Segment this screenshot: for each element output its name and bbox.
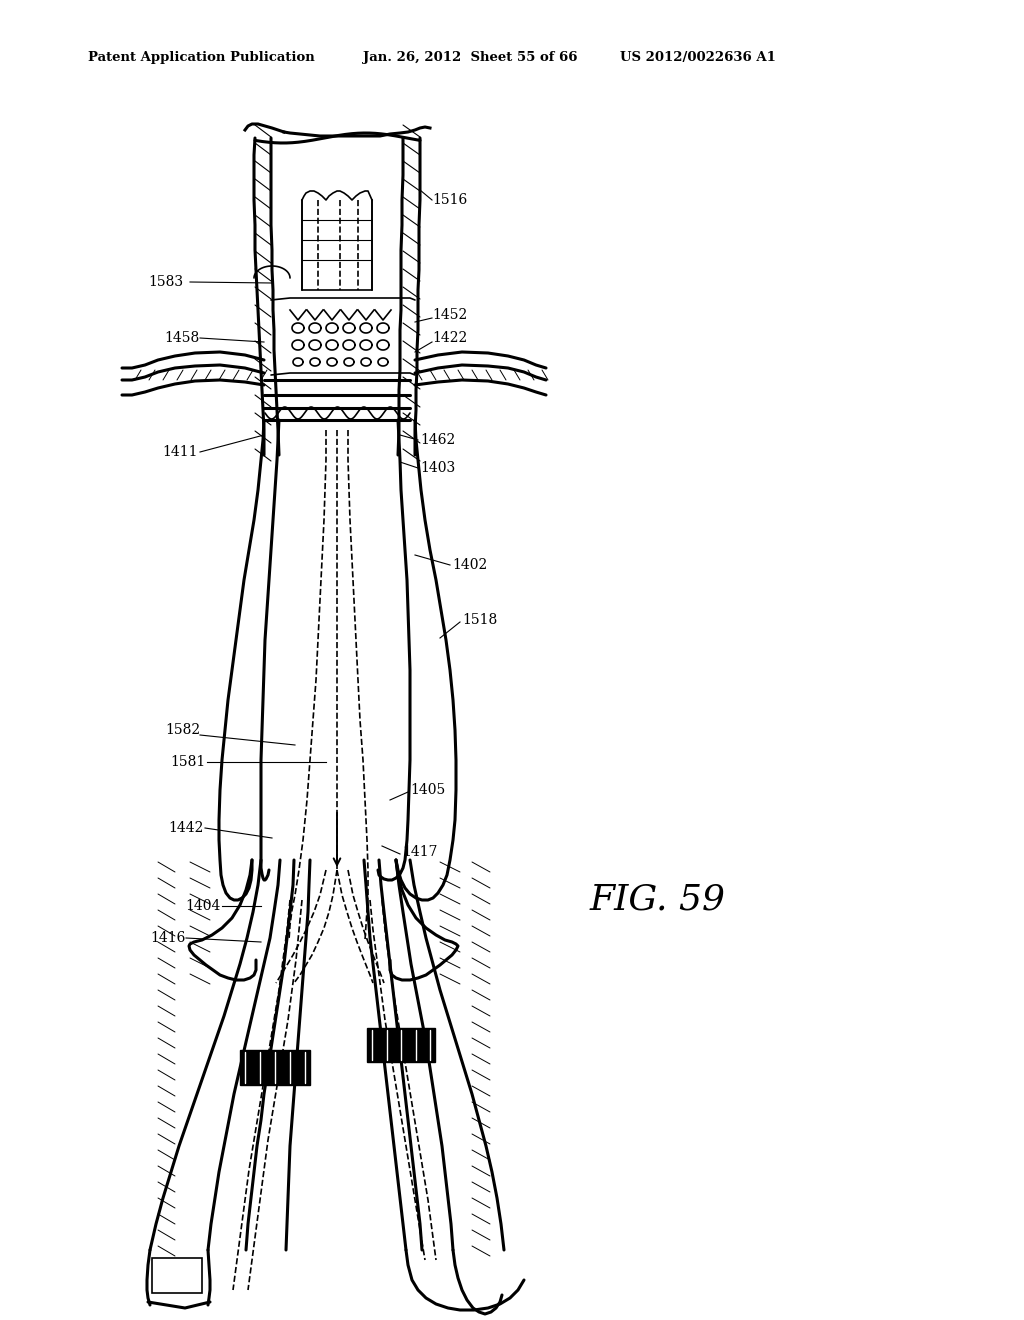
Text: 1583: 1583	[148, 275, 183, 289]
Text: 1518: 1518	[462, 612, 498, 627]
Text: US 2012/0022636 A1: US 2012/0022636 A1	[620, 51, 776, 65]
Text: 1462: 1462	[420, 433, 456, 447]
Text: 1516: 1516	[432, 193, 467, 207]
Text: 1405: 1405	[410, 783, 445, 797]
Bar	[152, 1258, 202, 1294]
Text: 1582: 1582	[165, 723, 200, 737]
Bar	[367, 1028, 435, 1063]
Text: 1458: 1458	[164, 331, 200, 345]
Text: 1452: 1452	[432, 308, 467, 322]
Text: 1404: 1404	[185, 899, 220, 913]
Text: 1403: 1403	[420, 461, 456, 475]
Text: 1581: 1581	[170, 755, 205, 770]
Bar	[240, 1049, 310, 1085]
Text: FIG. 59: FIG. 59	[590, 883, 726, 917]
Text: 1417: 1417	[402, 845, 437, 859]
Text: Patent Application Publication: Patent Application Publication	[88, 51, 314, 65]
Text: Jan. 26, 2012  Sheet 55 of 66: Jan. 26, 2012 Sheet 55 of 66	[362, 51, 578, 65]
Text: 1416: 1416	[150, 931, 185, 945]
Text: 1442: 1442	[168, 821, 204, 836]
Text: 1411: 1411	[162, 445, 198, 459]
Text: 1422: 1422	[432, 331, 467, 345]
Text: 1402: 1402	[452, 558, 487, 572]
